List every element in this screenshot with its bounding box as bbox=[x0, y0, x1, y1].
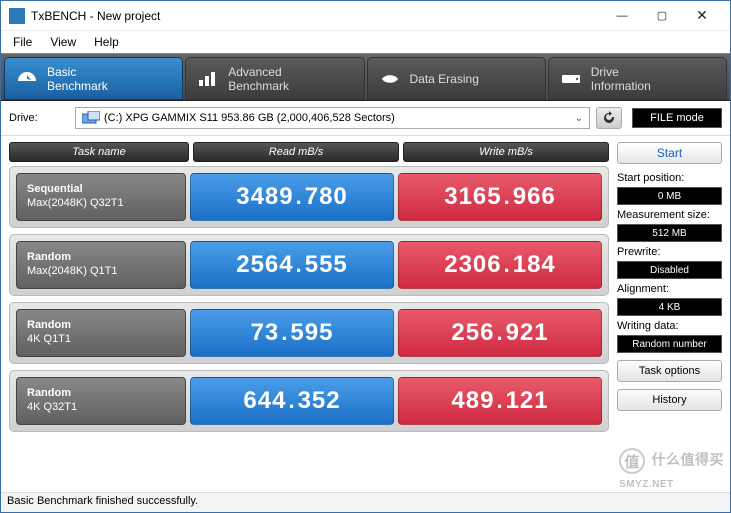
read-value: 644.352 bbox=[190, 377, 394, 425]
write-value: 489.121 bbox=[398, 377, 602, 425]
drive-label: Drive: bbox=[9, 112, 69, 124]
task-name-cell: SequentialMax(2048K) Q32T1 bbox=[16, 173, 186, 221]
prewrite-label: Prewrite: bbox=[617, 246, 722, 258]
erase-icon bbox=[378, 69, 402, 89]
start-button[interactable]: Start bbox=[617, 142, 722, 164]
measurement-size-label: Measurement size: bbox=[617, 209, 722, 221]
measurement-size-value[interactable]: 512 MB bbox=[617, 224, 722, 242]
header-read: Read mB/s bbox=[193, 142, 399, 162]
refresh-button[interactable] bbox=[596, 107, 622, 129]
read-value: 2564.555 bbox=[190, 241, 394, 289]
menu-file[interactable]: File bbox=[5, 33, 40, 51]
menu-bar: File View Help bbox=[1, 31, 730, 53]
header-write: Write mB/s bbox=[403, 142, 609, 162]
window-title: TxBENCH - New project bbox=[31, 9, 602, 23]
refresh-icon bbox=[602, 111, 616, 125]
tab-strip: BasicBenchmark AdvancedBenchmark Data Er… bbox=[1, 53, 730, 101]
task-options-button[interactable]: Task options bbox=[617, 360, 722, 382]
file-mode-button[interactable]: FILE mode bbox=[632, 108, 722, 128]
drive-icon bbox=[559, 69, 583, 89]
tab-data-erasing[interactable]: Data Erasing bbox=[367, 57, 546, 100]
result-row: Random4K Q32T1644.352489.121 bbox=[9, 370, 609, 432]
tab-advanced-benchmark[interactable]: AdvancedBenchmark bbox=[185, 57, 364, 100]
header-task: Task name bbox=[9, 142, 189, 162]
drive-select[interactable]: (C:) XPG GAMMIX S11 953.86 GB (2,000,406… bbox=[75, 107, 590, 129]
writing-data-value[interactable]: Random number bbox=[617, 335, 722, 353]
write-value: 256.921 bbox=[398, 309, 602, 357]
task-name-cell: RandomMax(2048K) Q1T1 bbox=[16, 241, 186, 289]
disk-icon bbox=[82, 111, 100, 125]
menu-help[interactable]: Help bbox=[86, 33, 127, 51]
start-position-value[interactable]: 0 MB bbox=[617, 187, 722, 205]
tab-basic-benchmark[interactable]: BasicBenchmark bbox=[4, 57, 183, 100]
prewrite-value[interactable]: Disabled bbox=[617, 261, 722, 279]
drive-row: Drive: (C:) XPG GAMMIX S11 953.86 GB (2,… bbox=[1, 101, 730, 136]
gauge-icon bbox=[15, 69, 39, 89]
history-button[interactable]: History bbox=[617, 389, 722, 411]
main-area: Task name Read mB/s Write mB/s Sequentia… bbox=[1, 136, 730, 442]
writing-data-label: Writing data: bbox=[617, 320, 722, 332]
title-bar: TxBENCH - New project — ▢ ✕ bbox=[1, 1, 730, 31]
app-icon bbox=[9, 8, 25, 24]
start-position-label: Start position: bbox=[617, 172, 722, 184]
menu-view[interactable]: View bbox=[42, 33, 84, 51]
task-name-cell: Random4K Q32T1 bbox=[16, 377, 186, 425]
write-value: 2306.184 bbox=[398, 241, 602, 289]
result-row: RandomMax(2048K) Q1T12564.5552306.184 bbox=[9, 234, 609, 296]
column-headers: Task name Read mB/s Write mB/s bbox=[9, 142, 609, 162]
results-panel: Task name Read mB/s Write mB/s Sequentia… bbox=[9, 142, 609, 438]
read-value: 73.595 bbox=[190, 309, 394, 357]
side-panel: Start Start position: 0 MB Measurement s… bbox=[617, 142, 722, 438]
watermark: 值 什么值得买SMYZ.NET bbox=[619, 448, 724, 490]
tab-drive-information[interactable]: DriveInformation bbox=[548, 57, 727, 100]
write-value: 3165.966 bbox=[398, 173, 602, 221]
maximize-button[interactable]: ▢ bbox=[642, 2, 682, 30]
bars-icon bbox=[196, 69, 220, 89]
alignment-label: Alignment: bbox=[617, 283, 722, 295]
result-row: SequentialMax(2048K) Q32T13489.7803165.9… bbox=[9, 166, 609, 228]
close-button[interactable]: ✕ bbox=[682, 2, 722, 30]
result-row: Random4K Q1T173.595256.921 bbox=[9, 302, 609, 364]
alignment-value[interactable]: 4 KB bbox=[617, 298, 722, 316]
chevron-down-icon: ⌄ bbox=[575, 113, 583, 124]
drive-selected-text: (C:) XPG GAMMIX S11 953.86 GB (2,000,406… bbox=[104, 112, 395, 124]
minimize-button[interactable]: — bbox=[602, 2, 642, 30]
task-name-cell: Random4K Q1T1 bbox=[16, 309, 186, 357]
read-value: 3489.780 bbox=[190, 173, 394, 221]
status-bar: Basic Benchmark finished successfully. bbox=[1, 492, 730, 512]
